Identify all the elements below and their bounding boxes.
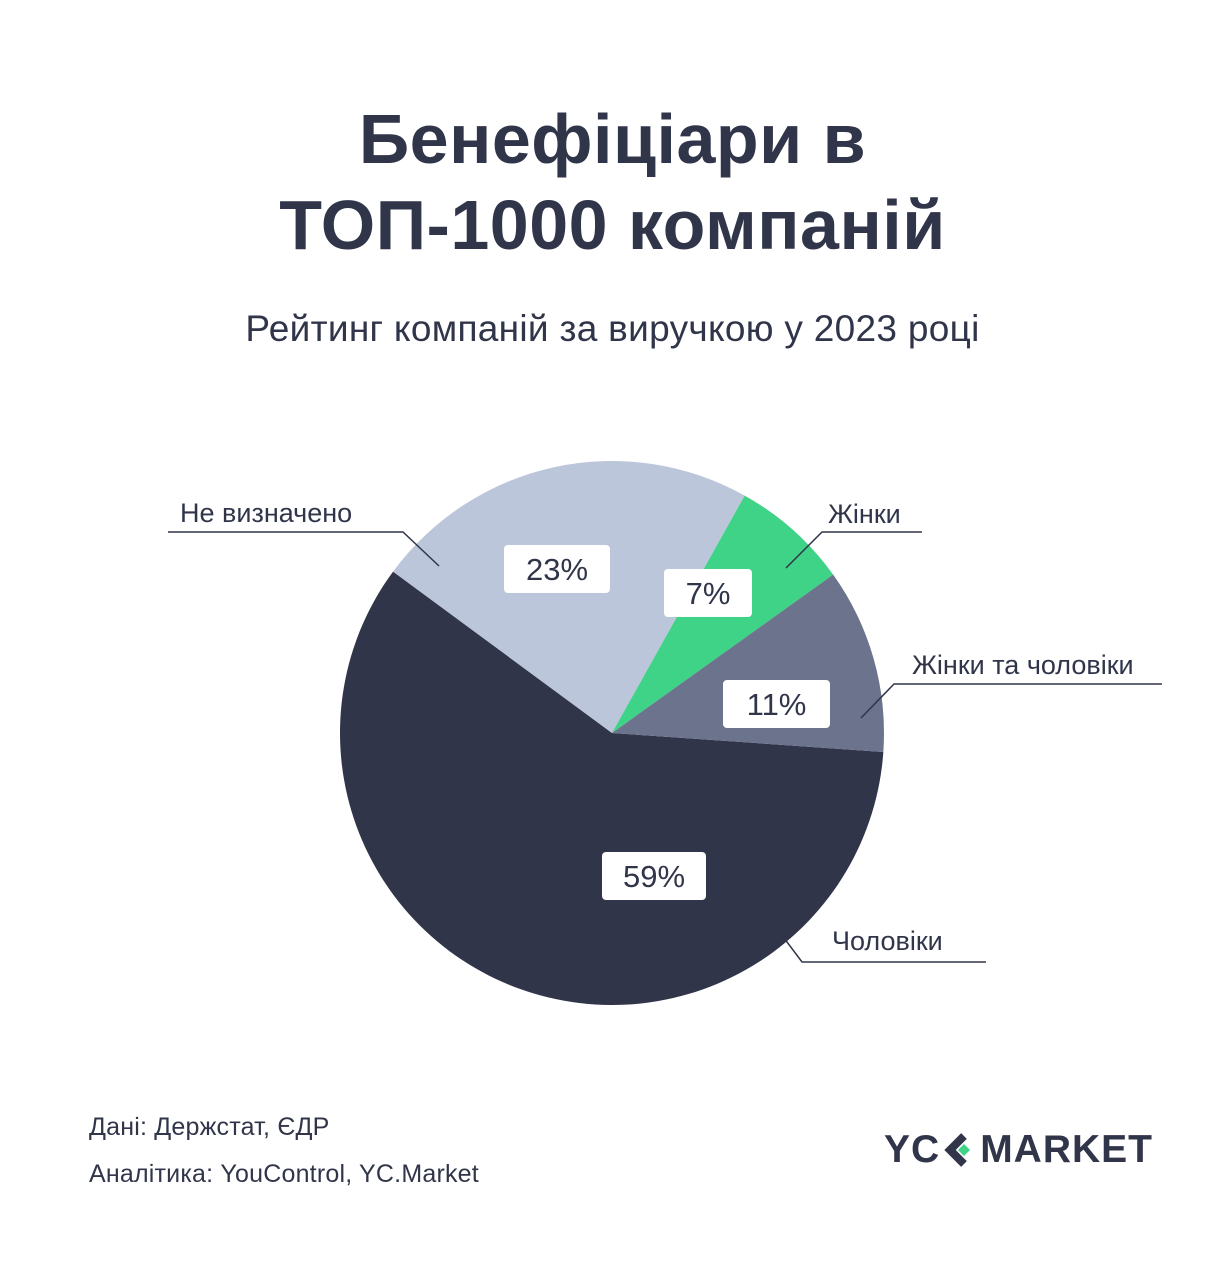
value-label-box-жінки	[664, 569, 752, 617]
analytics-credit: Аналітика: YouControl, YC.Market	[89, 1160, 479, 1188]
value-label-жінки: 7%	[686, 576, 731, 611]
category-label-не-визначено: Не визначено	[180, 498, 352, 528]
logo-text-right: MARKET	[980, 1128, 1154, 1171]
value-label-box-чоловіки	[602, 852, 706, 900]
category-label-чоловіки: Чоловіки	[832, 926, 943, 956]
leader-line-не-визначено	[168, 531, 440, 567]
chart-title: Бенефіціари в ТОП-1000 компаній	[0, 96, 1225, 268]
value-labels: 59% 23% 7% 11%	[504, 545, 830, 900]
pie-slice-чоловіки	[339, 571, 884, 1006]
logo-text-left: YC	[884, 1128, 941, 1171]
chart-subtitle: Рейтинг компаній за виручкою у 2023 році	[245, 308, 980, 349]
value-label-чоловіки: 59%	[623, 859, 685, 894]
chart-title-line1: Бенефіціари в	[358, 100, 867, 178]
chart-title-line2: ТОП-1000 компаній	[279, 186, 946, 264]
category-label-жінки-та-чоловіки: Жінки та чоловіки	[912, 650, 1134, 680]
data-sources: Дані: Держстат, ЄДР	[89, 1113, 330, 1141]
yc-market-logo: YC MARKET	[884, 1126, 1153, 1174]
leader-line-чоловіки	[771, 921, 986, 963]
value-label-не-визначено: 23%	[526, 552, 588, 587]
category-labels: Чоловіки Не визначено Жінки Жінки та чолові…	[180, 498, 1134, 956]
category-label-жінки: Жінки	[828, 499, 901, 529]
pie-slices	[339, 461, 884, 1006]
leader-line-жінки-та-чоловіки	[860, 683, 1162, 719]
leader-lines	[168, 531, 1162, 963]
logo-mark-icon	[944, 1133, 971, 1167]
value-label-box-не-визначено	[504, 545, 610, 593]
leader-line-жінки	[785, 531, 922, 569]
value-label-box-жінки-та-чоловіки	[723, 680, 830, 728]
value-label-жінки-та-чоловіки: 11%	[747, 687, 807, 722]
pie-slice-не-визначено	[393, 461, 745, 733]
